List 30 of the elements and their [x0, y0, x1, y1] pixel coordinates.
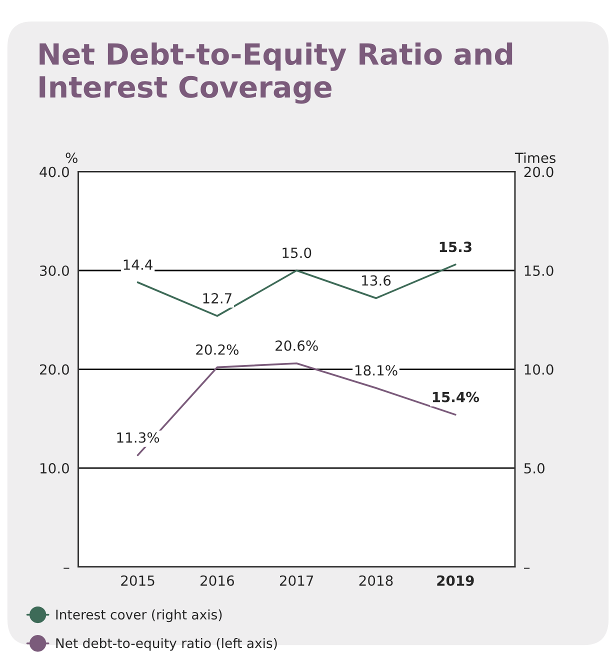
y-tick-label: 10.0: [40, 463, 69, 474]
y2-tick-label: 5.0: [524, 463, 544, 474]
x-tick-label: 2015: [121, 575, 154, 586]
legend-label: Interest cover (right axis): [56, 609, 222, 622]
data-label: 12.7: [203, 293, 232, 304]
y2-tick-label: 20.0: [524, 166, 554, 178]
y-tick-label: –: [64, 568, 70, 569]
data-label: 20.6%: [276, 340, 318, 351]
x-tick-label: 2018: [359, 575, 393, 586]
y-tick-label: 20.0: [40, 364, 69, 375]
y2-tick-label: –: [524, 568, 530, 569]
chart-title: Net Debt-to-Equity Ratio and Interest Coverage: [40, 42, 512, 104]
y-tick-label: 40.0: [40, 166, 69, 178]
data-label: 15.3: [440, 242, 472, 252]
data-label: 13.6: [362, 275, 391, 286]
data-label: 14.4: [124, 260, 152, 270]
data-label: 11.3%: [117, 432, 160, 443]
y2-axis-title: Times: [514, 152, 556, 164]
y-tick-label: 30.0: [40, 265, 69, 276]
x-tick-label: 2016: [200, 575, 234, 586]
y2-tick-label: 15.0: [524, 265, 554, 276]
y2-tick-label: 10.0: [524, 364, 554, 375]
x-tick-label: 2019: [437, 575, 474, 586]
legend-label: Net debt-to-equity ratio (left axis): [56, 638, 277, 651]
y-axis-title: %: [66, 152, 78, 164]
x-tick-label: 2017: [280, 575, 314, 586]
data-label: 20.2%: [196, 344, 238, 355]
data-label: 15.0: [282, 248, 312, 258]
data-label: 15.4%: [432, 392, 480, 402]
data-label: 18.1%: [355, 365, 398, 376]
